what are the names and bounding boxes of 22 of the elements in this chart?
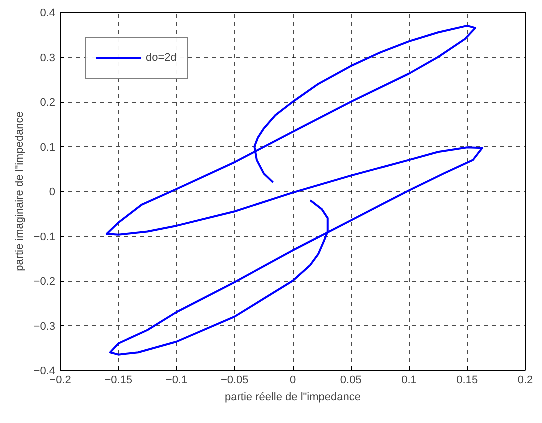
- y-tick-label: −0.2: [34, 276, 56, 288]
- x-tick-label: −0.1: [166, 374, 188, 386]
- x-tick-label: 0.2: [518, 374, 534, 386]
- x-tick-label: 0.05: [340, 374, 362, 386]
- x-tick-label: 0.1: [402, 374, 417, 386]
- x-tick-label: 0: [290, 374, 296, 386]
- y-tick-label: −0.3: [34, 320, 56, 333]
- x-axis-title: partie réelle de l"impedance: [225, 392, 362, 404]
- x-tick-label: 0.15: [456, 374, 478, 386]
- y-tick-label: −0.1: [34, 231, 56, 244]
- x-tick-label: −0.05: [220, 374, 249, 386]
- x-tick-label: −0.2: [50, 374, 72, 386]
- y-tick-label: −0.4: [34, 366, 56, 378]
- y-tick-label: 0.4: [40, 8, 56, 20]
- y-tick-label: 0.3: [40, 52, 56, 64]
- line-series: [106, 24, 484, 356]
- y-axis-title: partie imaginaire de l"impedance: [14, 112, 26, 272]
- y-tick-label: 0.2: [40, 97, 56, 109]
- y-tick-label: 0: [49, 186, 56, 198]
- legend-label: do=2d: [146, 52, 177, 64]
- x-tick-label: −0.15: [104, 374, 133, 386]
- y-tick-label: 0.1: [40, 142, 56, 154]
